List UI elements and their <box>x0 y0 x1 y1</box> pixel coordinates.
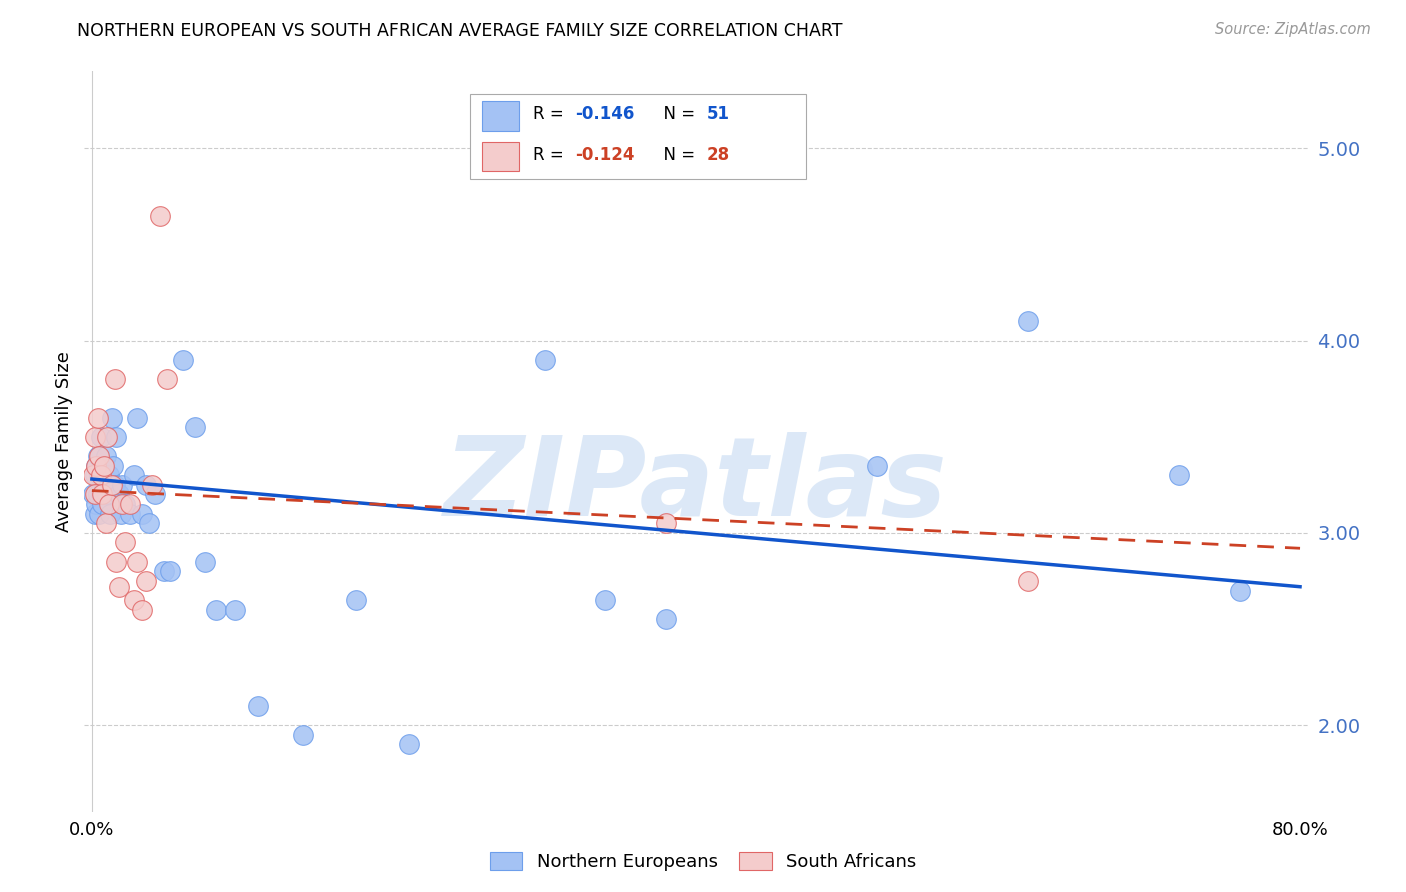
Point <box>96 487 118 501</box>
Point <box>84 487 107 501</box>
Text: 28: 28 <box>707 146 730 164</box>
Point <box>94 449 117 463</box>
Point <box>91 487 114 501</box>
Point <box>534 352 557 367</box>
Point <box>135 574 157 588</box>
Point <box>131 507 153 521</box>
Point <box>247 698 270 713</box>
Point <box>90 430 112 444</box>
Point <box>135 478 157 492</box>
Point <box>141 478 163 492</box>
Text: -0.146: -0.146 <box>575 105 634 123</box>
Point <box>91 468 114 483</box>
Point <box>655 612 678 626</box>
Point <box>114 497 136 511</box>
Text: 51: 51 <box>707 105 730 123</box>
Legend: Northern Europeans, South Africans: Northern Europeans, South Africans <box>482 846 924 879</box>
Point <box>100 410 122 425</box>
Point <box>94 516 117 531</box>
Point <box>1017 574 1039 588</box>
FancyBboxPatch shape <box>470 94 806 178</box>
Text: R =: R = <box>533 146 569 164</box>
Point <box>82 487 104 501</box>
Point <box>1229 583 1251 598</box>
FancyBboxPatch shape <box>482 142 519 171</box>
Point <box>103 478 125 492</box>
Point <box>89 468 111 483</box>
Point <box>110 507 132 521</box>
Point <box>100 478 122 492</box>
Point <box>655 516 678 531</box>
Point <box>131 603 153 617</box>
Point <box>105 555 128 569</box>
Point <box>149 209 172 223</box>
Point <box>127 555 149 569</box>
Text: ZIPatlas: ZIPatlas <box>444 433 948 540</box>
Point <box>224 603 246 617</box>
Point <box>118 497 141 511</box>
Point <box>87 449 110 463</box>
Point <box>114 535 136 549</box>
Y-axis label: Average Family Size: Average Family Size <box>55 351 73 532</box>
Point <box>105 430 128 444</box>
Point <box>204 603 226 617</box>
Point <box>103 372 125 386</box>
Point <box>89 507 111 521</box>
Point <box>122 593 145 607</box>
Point <box>82 468 104 483</box>
Point <box>97 497 120 511</box>
Point <box>87 410 110 425</box>
Point <box>96 430 118 444</box>
Point <box>159 565 181 579</box>
Point <box>86 458 108 473</box>
Point <box>183 420 205 434</box>
Point <box>108 580 131 594</box>
Point <box>138 516 160 531</box>
Point <box>87 487 110 501</box>
Point <box>84 507 107 521</box>
FancyBboxPatch shape <box>482 101 519 130</box>
Text: R =: R = <box>533 105 569 123</box>
Point <box>108 487 131 501</box>
Text: Source: ZipAtlas.com: Source: ZipAtlas.com <box>1215 22 1371 37</box>
Point <box>194 555 217 569</box>
Point <box>143 487 166 501</box>
Point <box>595 593 617 607</box>
Point <box>344 593 367 607</box>
Point <box>122 468 145 483</box>
Point <box>101 458 124 473</box>
Point <box>118 507 141 521</box>
Point <box>156 372 179 386</box>
Text: N =: N = <box>654 146 700 164</box>
Point <box>153 565 176 579</box>
Point <box>398 738 420 752</box>
Text: N =: N = <box>654 105 700 123</box>
Point <box>127 410 149 425</box>
Point <box>90 468 112 483</box>
Point <box>93 478 115 492</box>
Text: NORTHERN EUROPEAN VS SOUTH AFRICAN AVERAGE FAMILY SIZE CORRELATION CHART: NORTHERN EUROPEAN VS SOUTH AFRICAN AVERA… <box>77 22 842 40</box>
Point <box>111 478 134 492</box>
Point <box>111 497 134 511</box>
Point <box>172 352 194 367</box>
Point <box>98 507 121 521</box>
Point <box>292 728 315 742</box>
Point <box>86 497 108 511</box>
Point <box>84 468 107 483</box>
Text: -0.124: -0.124 <box>575 146 634 164</box>
Point <box>93 458 115 473</box>
Point <box>1168 468 1191 483</box>
Point <box>1017 314 1039 328</box>
Point <box>90 487 112 501</box>
Point <box>89 449 111 463</box>
Point <box>84 430 107 444</box>
Point <box>866 458 889 473</box>
Point <box>86 458 108 473</box>
Point <box>91 497 114 511</box>
Point <box>97 468 120 483</box>
